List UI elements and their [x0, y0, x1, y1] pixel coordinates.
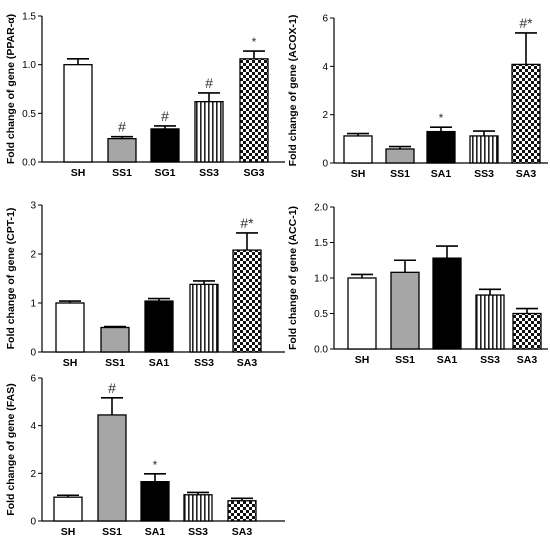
bar-sa3 — [227, 500, 257, 522]
bar-ss1 — [390, 271, 420, 350]
x-tick-label: SA1 — [149, 357, 170, 369]
significance-label: #* — [519, 15, 533, 31]
y-tick-label: 4 — [30, 421, 36, 432]
x-tick-label: SH — [71, 167, 86, 179]
y-tick-label: 6 — [322, 14, 328, 25]
x-tick-label: SS3 — [474, 168, 494, 180]
y-tick-label: 0 — [30, 517, 36, 528]
x-tick-label: SS3 — [199, 167, 219, 179]
bar-ss3 — [194, 101, 224, 163]
x-tick-label: SS3 — [194, 357, 214, 369]
x-tick-label: SH — [63, 357, 78, 369]
bar-ss3 — [189, 283, 219, 353]
significance-label: * — [153, 458, 158, 472]
x-tick-label: SS1 — [112, 167, 132, 179]
bar-sa3 — [512, 312, 542, 350]
x-tick-label: SS1 — [105, 357, 125, 369]
bar-ss3 — [475, 294, 505, 350]
chart-panel-3: 0 1 2 3 Fold change of gene (CPT-1) SH SS1 SA1 S… — [5, 201, 285, 369]
y-axis-title: Fold change of gene (FAS) — [5, 383, 17, 515]
x-tick-label: SA3 — [237, 357, 258, 369]
bar-ss3 — [469, 135, 499, 164]
x-tick-label: SS3 — [188, 526, 208, 538]
chart-panel-2: 0 2 4 6 Fold change of gene (ACOX-1) SH SS1 SA1… — [287, 14, 548, 180]
significance-label: # — [205, 75, 213, 91]
chart-panel-1: 0.0 0.5 1.0 1.5 Fold change of gene (PPAR-α)… — [5, 12, 285, 179]
significance-label: # — [118, 119, 126, 135]
bar-sg3 — [239, 58, 269, 163]
y-axis-title: Fold change of gene (PPAR-α) — [5, 14, 17, 164]
x-tick-label: SA1 — [431, 168, 452, 180]
x-tick-label: SH — [355, 354, 370, 366]
chart-panel-4: 0.0 0.5 1.0 1.5 2.0 Fold change of gene (ACC-… — [287, 203, 548, 366]
bar-sa1 — [426, 130, 456, 164]
y-tick-label: 2 — [322, 110, 328, 121]
y-tick-label: 1.5 — [314, 238, 328, 249]
bar-sa1 — [144, 300, 174, 353]
x-tick-label: SG1 — [154, 167, 175, 179]
x-tick-label: SA1 — [145, 526, 166, 538]
bar-ss3 — [183, 494, 213, 522]
bar-sa1 — [432, 257, 462, 350]
bar-sh — [55, 302, 85, 353]
y-tick-label: 4 — [322, 62, 328, 73]
y-axis-title: Fold change of gene (ACC-1) — [287, 206, 299, 350]
significance-label: #* — [240, 215, 254, 231]
x-tick-label: SH — [351, 168, 366, 180]
y-axis-title: Fold change of gene (CPT-1) — [5, 208, 17, 350]
y-tick-label: 0.5 — [22, 109, 36, 120]
y-axis-title: Fold change of gene (ACOX-1) — [287, 15, 299, 167]
bar-sg1 — [150, 128, 180, 163]
y-tick-label: 0.0 — [22, 158, 36, 169]
x-tick-label: SS1 — [102, 526, 122, 538]
y-tick-label: 0.5 — [314, 309, 328, 320]
y-tick-label: 6 — [30, 374, 36, 385]
chart-panel-5: 0 2 4 6 Fold change of gene (FAS) SH SS1 # SA1 * S… — [5, 374, 285, 538]
y-tick-label: 2 — [30, 250, 36, 261]
x-tick-label: SS3 — [480, 354, 500, 366]
y-tick-label: 1 — [30, 299, 36, 310]
bar-ss1 — [107, 137, 137, 163]
x-tick-label: SS1 — [390, 168, 410, 180]
y-tick-label: 3 — [30, 201, 36, 212]
x-tick-label: SA3 — [232, 526, 253, 538]
significance-label: * — [439, 111, 444, 125]
bar-sa1 — [140, 481, 170, 522]
significance-label: # — [161, 108, 169, 124]
bar-sh — [53, 496, 83, 522]
y-tick-label: 2 — [30, 469, 36, 480]
y-tick-label: 1.0 — [22, 60, 36, 71]
y-tick-label: 0 — [30, 348, 36, 359]
x-tick-label: SA3 — [516, 168, 537, 180]
bar-ss1 — [100, 326, 130, 353]
bar-sh — [347, 277, 377, 350]
bar-sa3 — [511, 63, 541, 164]
y-tick-label: 1.5 — [22, 12, 36, 23]
significance-label: # — [108, 380, 116, 396]
x-tick-label: SA1 — [437, 354, 458, 366]
y-tick-label: 1.0 — [314, 274, 328, 285]
y-tick-label: 0.0 — [314, 345, 328, 356]
bar-ss1 — [385, 148, 415, 164]
bar-ss1 — [97, 414, 127, 522]
significance-label: * — [252, 35, 257, 49]
x-tick-label: SG3 — [243, 167, 264, 179]
y-tick-label: 0 — [322, 159, 328, 170]
bar-sh — [63, 64, 93, 163]
x-tick-label: SH — [61, 526, 76, 538]
bar-sh — [343, 135, 373, 164]
x-tick-label: SA3 — [517, 354, 538, 366]
x-tick-label: SS1 — [395, 354, 415, 366]
y-tick-label: 2.0 — [314, 203, 328, 214]
bar-sa3 — [232, 249, 262, 353]
